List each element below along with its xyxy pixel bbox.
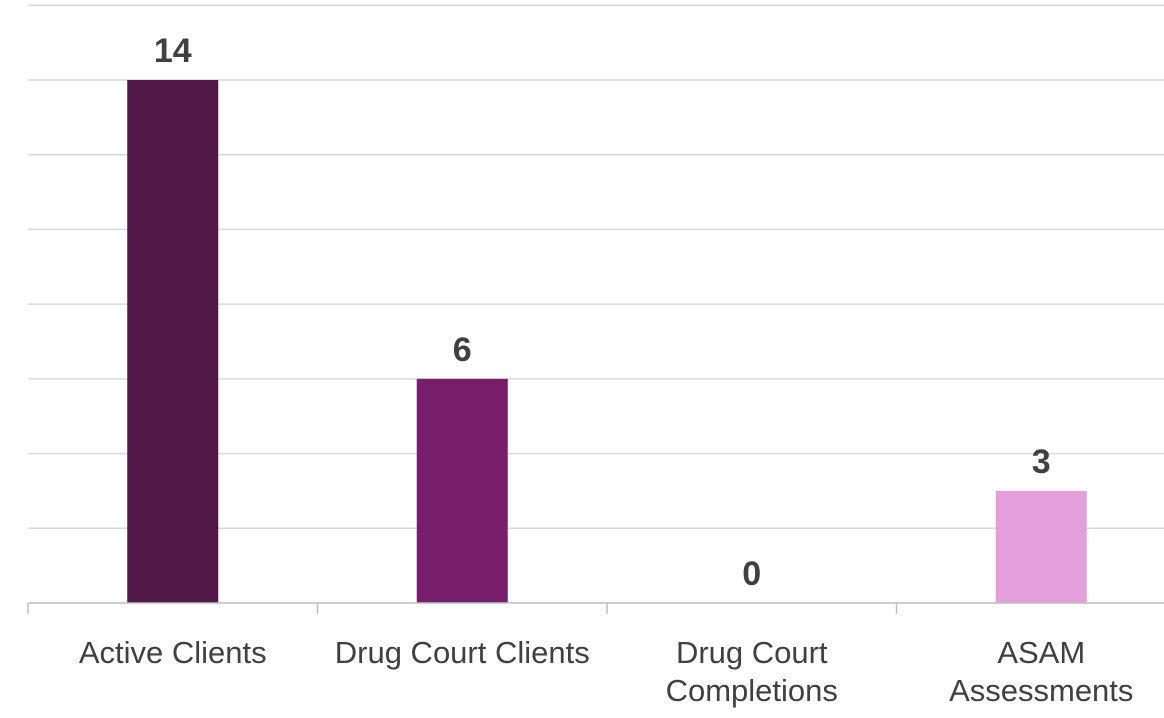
category-label-drug-court-completions: Drug Court Completions	[666, 635, 838, 708]
bar-active-clients	[127, 80, 219, 603]
bar-asam-assessments	[995, 490, 1087, 603]
category-label-drug-court-clients: Drug Court Clients	[335, 635, 590, 670]
data-label-asam-assessments: 3	[1032, 443, 1051, 481]
data-label-drug-court-clients: 6	[453, 331, 472, 369]
category-labels: Active Clients Drug Court Clients Drug Cou…	[79, 635, 1134, 708]
category-label-active-clients: Active Clients	[79, 635, 267, 670]
data-label-active-clients: 14	[154, 32, 192, 70]
data-labels: 14 6 0 3	[154, 32, 1051, 593]
x-axis	[27, 602, 1164, 614]
category-label-asam-assessments: ASAM Assessments	[949, 635, 1133, 708]
data-label-drug-court-completions: 0	[742, 555, 761, 593]
bars	[127, 80, 1087, 603]
bar-drug-court-clients	[416, 378, 508, 603]
